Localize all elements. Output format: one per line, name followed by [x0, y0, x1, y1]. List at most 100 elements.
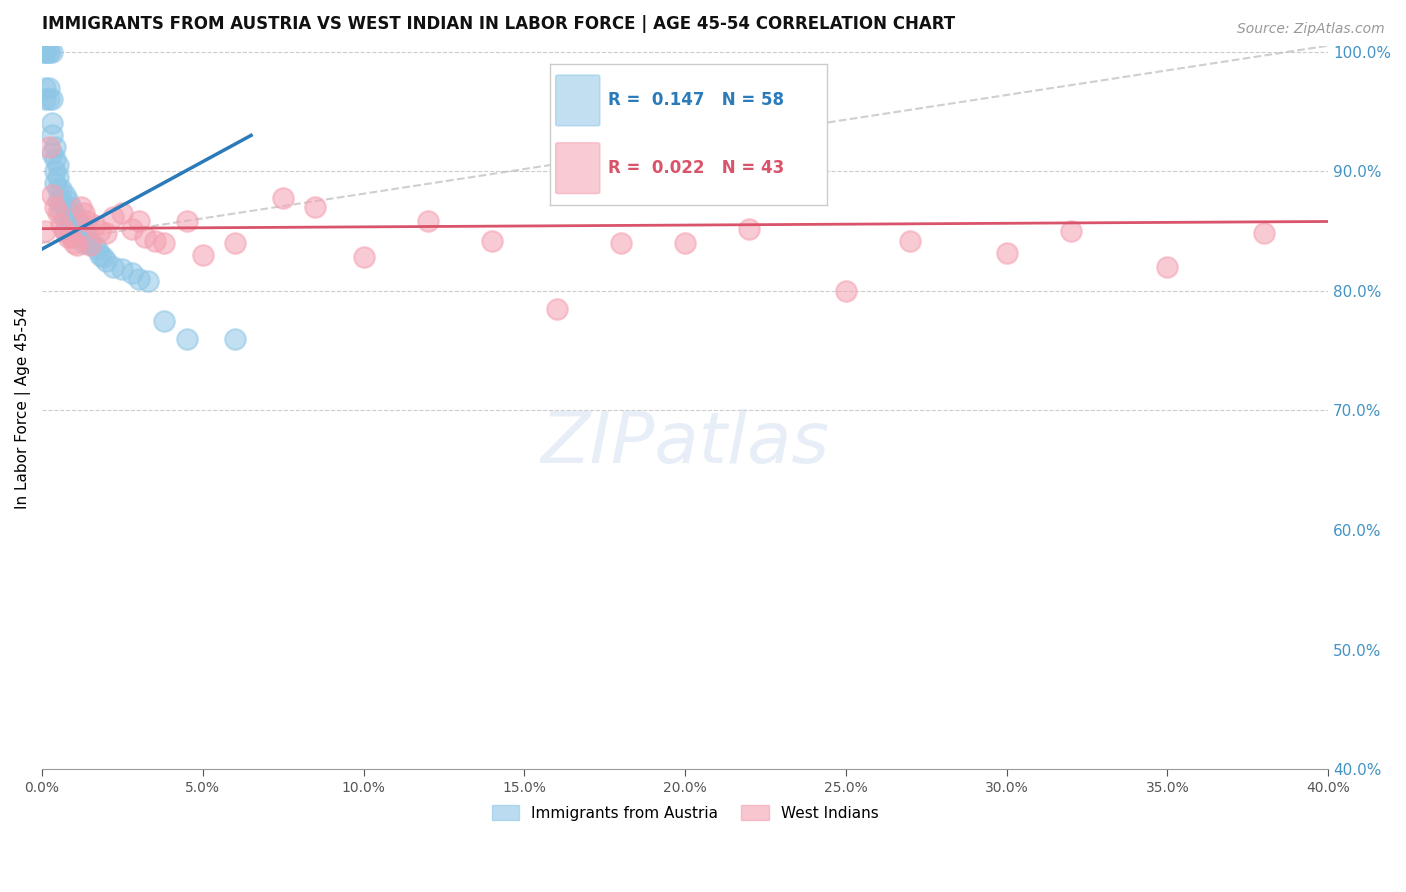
Point — [53, 188, 76, 202]
Text: IMMIGRANTS FROM AUSTRIA VS WEST INDIAN IN LABOR FORCE | AGE 45-54 CORRELATION CH: IMMIGRANTS FROM AUSTRIA VS WEST INDIAN I… — [42, 15, 955, 33]
Point — [34, 45, 56, 59]
Point — [44, 164, 66, 178]
Point — [91, 251, 114, 265]
Point — [76, 230, 98, 244]
Text: Source: ZipAtlas.com: Source: ZipAtlas.com — [1237, 22, 1385, 37]
Point — [56, 218, 79, 232]
Point — [121, 221, 143, 235]
Point — [34, 93, 56, 107]
Point — [610, 235, 633, 250]
Point — [69, 200, 91, 214]
Point — [1253, 227, 1275, 241]
Point — [1060, 224, 1083, 238]
Point — [60, 230, 83, 244]
Point — [96, 227, 118, 241]
Point — [66, 238, 89, 252]
Point — [51, 194, 73, 209]
Point — [63, 206, 86, 220]
Point — [63, 230, 86, 244]
Point — [546, 301, 568, 316]
Point — [191, 248, 214, 262]
Point — [53, 212, 76, 227]
Point — [128, 272, 150, 286]
Point — [86, 242, 108, 256]
Point — [96, 254, 118, 268]
Point — [44, 176, 66, 190]
Point — [101, 260, 124, 274]
Point — [46, 158, 69, 172]
Point — [38, 45, 60, 59]
Point — [111, 262, 134, 277]
Point — [153, 235, 176, 250]
Point — [83, 218, 105, 232]
Point — [995, 245, 1018, 260]
Point — [53, 224, 76, 238]
Point — [304, 200, 326, 214]
Point — [56, 230, 79, 244]
Point — [73, 206, 96, 220]
Point — [271, 190, 294, 204]
Point — [38, 140, 60, 154]
Point — [56, 206, 79, 220]
Point — [34, 80, 56, 95]
Point — [79, 238, 101, 252]
Point — [34, 45, 56, 59]
Point — [79, 235, 101, 250]
Point — [34, 224, 56, 238]
Point — [224, 235, 246, 250]
Point — [898, 234, 921, 248]
Point — [143, 234, 166, 248]
Point — [176, 214, 198, 228]
Point — [44, 200, 66, 214]
Point — [41, 188, 63, 202]
Point — [53, 200, 76, 214]
Point — [46, 170, 69, 185]
Point — [101, 210, 124, 224]
Point — [1156, 260, 1178, 274]
Point — [60, 214, 83, 228]
Point — [481, 234, 503, 248]
Point — [60, 200, 83, 214]
Point — [34, 45, 56, 59]
Point — [53, 224, 76, 238]
Point — [46, 206, 69, 220]
Point — [56, 194, 79, 209]
Point — [121, 266, 143, 280]
Point — [38, 45, 60, 59]
Point — [41, 146, 63, 161]
Point — [73, 235, 96, 250]
Point — [73, 224, 96, 238]
Point — [69, 218, 91, 232]
Point — [41, 45, 63, 59]
Point — [835, 284, 858, 298]
Point — [353, 251, 375, 265]
Point — [128, 214, 150, 228]
Point — [66, 212, 89, 227]
Point — [51, 182, 73, 196]
Point — [44, 153, 66, 167]
Point — [63, 218, 86, 232]
Point — [153, 314, 176, 328]
Point — [51, 218, 73, 232]
Point — [66, 224, 89, 238]
Point — [51, 206, 73, 220]
Point — [89, 224, 111, 238]
Point — [76, 214, 98, 228]
Point — [38, 93, 60, 107]
Point — [69, 230, 91, 244]
Point — [738, 221, 761, 235]
Point — [83, 238, 105, 252]
Point — [176, 332, 198, 346]
Point — [46, 194, 69, 209]
Point — [416, 214, 439, 228]
Point — [44, 140, 66, 154]
Point — [673, 235, 696, 250]
Point — [46, 182, 69, 196]
Point — [41, 93, 63, 107]
Point — [134, 230, 156, 244]
Point — [224, 332, 246, 346]
Legend: Immigrants from Austria, West Indians: Immigrants from Austria, West Indians — [485, 798, 884, 827]
Point — [41, 116, 63, 130]
Point — [136, 274, 159, 288]
Point — [111, 206, 134, 220]
